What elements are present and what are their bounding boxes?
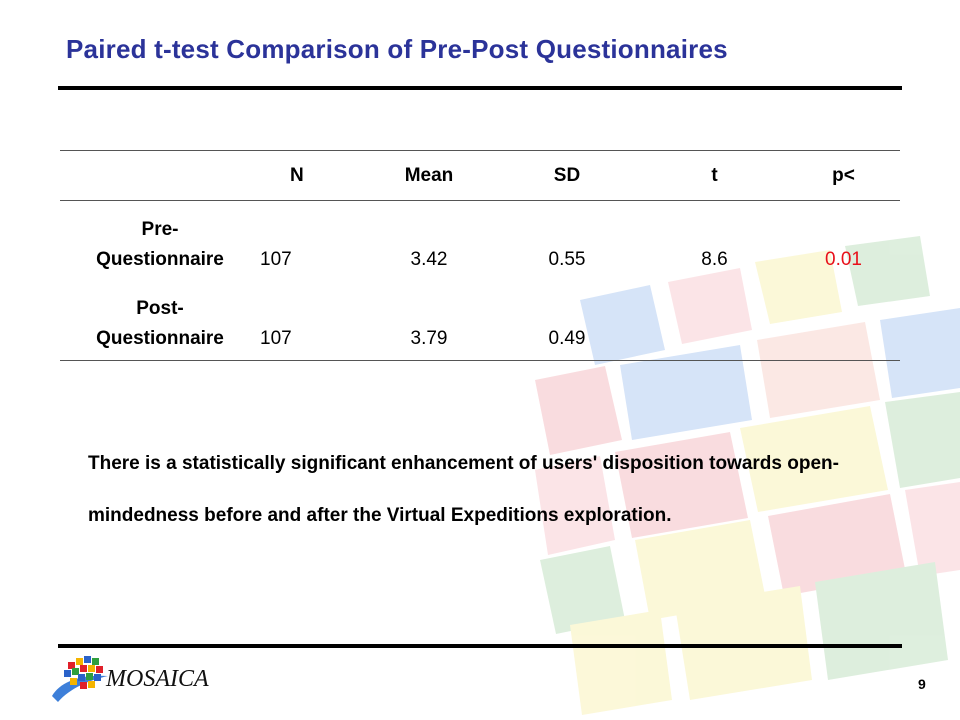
row-label-line2: Questionnaire xyxy=(96,328,224,349)
row-label-line2: Questionnaire xyxy=(96,248,224,270)
cell-t: 8.6 xyxy=(701,248,728,270)
cell-p xyxy=(787,280,900,361)
cell-mean: 3.42 xyxy=(410,248,448,270)
row-label-line1: Post- xyxy=(136,298,184,319)
footer-divider xyxy=(58,644,902,648)
page-number: 9 xyxy=(918,676,926,692)
header-mean: Mean xyxy=(366,150,492,201)
slide-title: Paired t-test Comparison of Pre-Post Que… xyxy=(66,34,728,64)
cell-sd: 0.49 xyxy=(492,280,642,361)
row-label-line1: Pre- xyxy=(141,218,179,240)
cell-n: 107 xyxy=(260,280,366,361)
cell-sd: 0.55 xyxy=(548,248,586,270)
cell-n: 107 xyxy=(260,248,292,270)
ttest-table: N Mean SD t p< Pre- Questionnaire 107 3.… xyxy=(60,150,900,361)
header-t: t xyxy=(642,150,787,201)
cell-mean: 3.79 xyxy=(366,280,492,361)
table-row: Post- Questionnaire 107 3.79 0.49 xyxy=(60,280,900,361)
header-n: N xyxy=(260,150,366,201)
header-empty xyxy=(60,150,260,201)
header-p: p< xyxy=(787,150,900,201)
cell-p: 0.01 xyxy=(825,248,862,270)
table-row: Pre- Questionnaire 107 3.42 0.55 8.6 0.0… xyxy=(60,201,900,281)
mosaica-logo: MOSAICA xyxy=(52,656,209,702)
title-divider xyxy=(58,86,902,90)
cell-t xyxy=(642,280,787,361)
logo-wordmark: MOSAICA xyxy=(105,666,209,692)
table-header-row: N Mean SD t p< xyxy=(60,150,900,201)
row-label: Pre- Questionnaire xyxy=(60,201,260,281)
header-sd: SD xyxy=(492,150,642,201)
conclusion-text: There is a statistically significant enh… xyxy=(88,453,839,526)
row-label: Post- Questionnaire xyxy=(60,280,260,361)
